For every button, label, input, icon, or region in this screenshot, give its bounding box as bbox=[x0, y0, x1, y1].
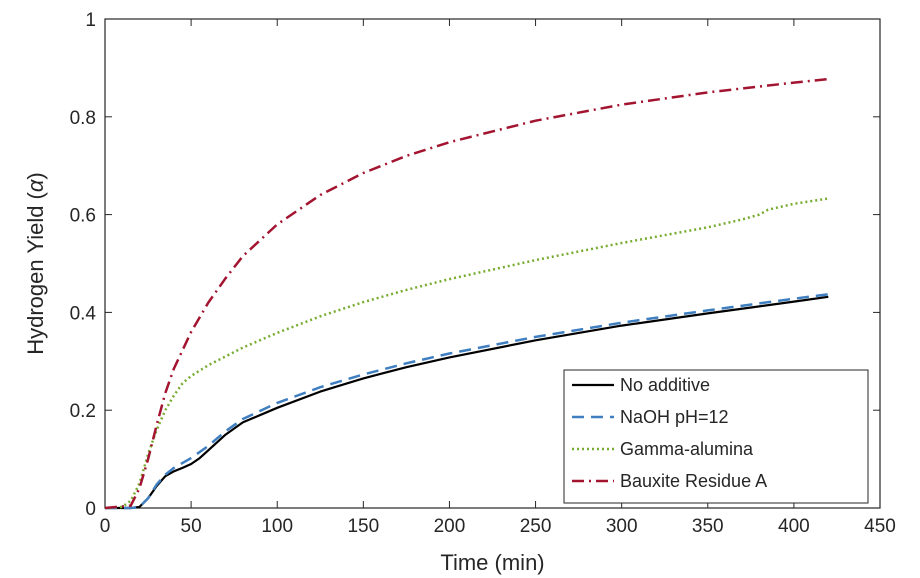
y-axis-title: Hydrogen Yield (α) bbox=[23, 172, 48, 355]
x-tick-label: 300 bbox=[606, 516, 638, 537]
legend-label-2: Gamma-alumina bbox=[620, 439, 754, 459]
y-tick-label: 0.2 bbox=[70, 401, 96, 422]
x-tick-label: 200 bbox=[434, 516, 466, 537]
legend-label-0: No additive bbox=[620, 375, 710, 395]
axes: 0 50 100 150 200 250 300 350 400 450 0 0.2 0.4 0.6 0.8… bbox=[23, 10, 896, 575]
x-tick-label: 150 bbox=[347, 516, 379, 537]
x-tick-label: 0 bbox=[100, 516, 111, 537]
x-tick-label: 250 bbox=[520, 516, 552, 537]
x-tick-label: 50 bbox=[181, 516, 202, 537]
legend-label-1: NaOH pH=12 bbox=[620, 407, 729, 427]
legend-box bbox=[563, 369, 869, 504]
y-tick-label: 0.6 bbox=[70, 206, 96, 227]
series-line-2 bbox=[104, 197, 829, 510]
y-axis-title-main: Hydrogen Yield ( bbox=[23, 191, 48, 354]
x-tick-label: 350 bbox=[692, 516, 724, 537]
x-axis-title: Time (min) bbox=[440, 550, 544, 575]
series-line-1 bbox=[105, 293, 829, 510]
y-tick-label: 1 bbox=[85, 10, 96, 31]
y-tick-label: 0.8 bbox=[70, 108, 96, 129]
y-axis-title-end: ) bbox=[23, 172, 48, 179]
series-layer bbox=[104, 77, 829, 510]
x-tick-label: 450 bbox=[864, 516, 896, 537]
y-tick-label: 0 bbox=[85, 499, 96, 520]
x-tick-label: 100 bbox=[261, 516, 293, 537]
plot-frame bbox=[104, 18, 881, 509]
series-line-0 bbox=[105, 295, 829, 510]
y-tick-label: 0.4 bbox=[70, 303, 97, 324]
legend-label-3: Bauxite Residue A bbox=[620, 471, 767, 491]
legend: No additive NaOH pH=12 Gamma-alumina Bauxit… bbox=[563, 369, 869, 504]
y-axis-title-symbol: α bbox=[23, 178, 48, 192]
x-tick-label: 400 bbox=[778, 516, 810, 537]
